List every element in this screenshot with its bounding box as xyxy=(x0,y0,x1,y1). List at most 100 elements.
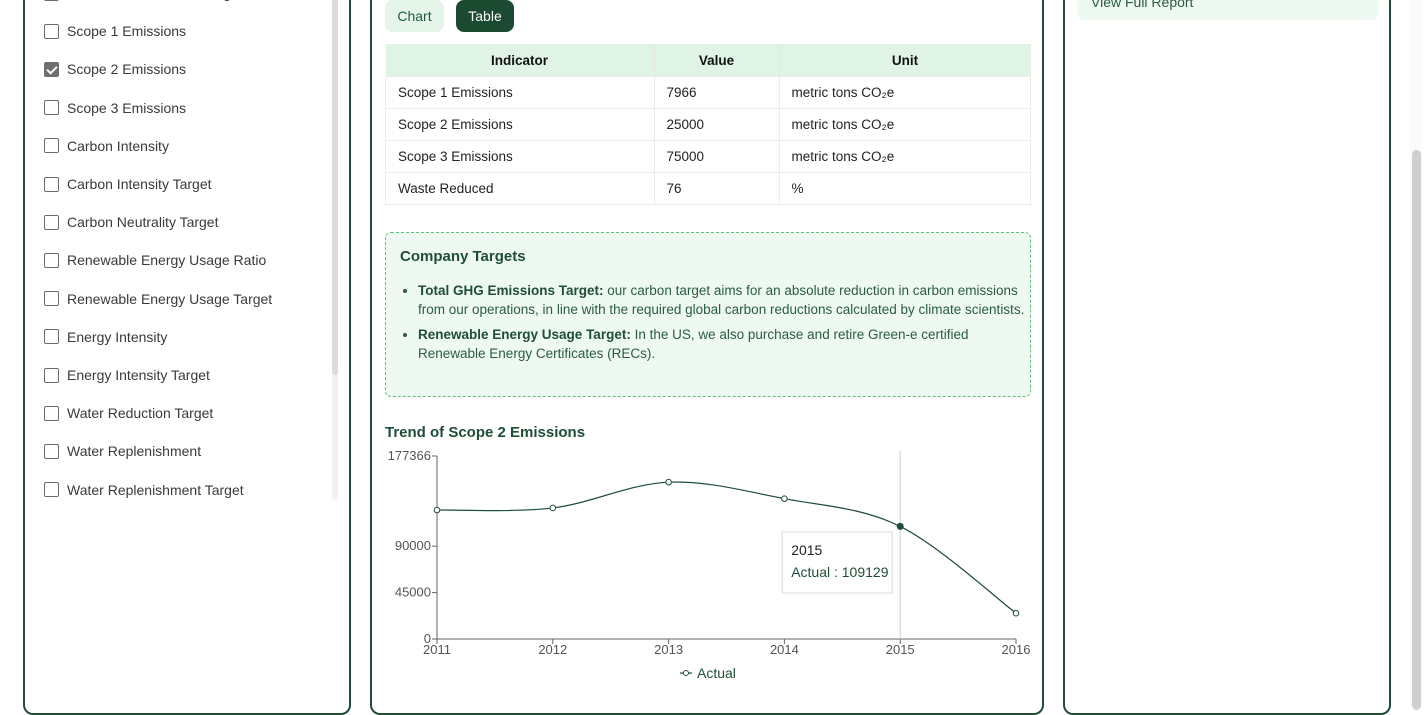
company-targets-list: Total GHG Emissions Target: our carbon t… xyxy=(400,281,1030,369)
indicator-checkbox-item[interactable]: Carbon Neutrality Target xyxy=(44,212,218,232)
series-line-actual xyxy=(436,481,1017,614)
checkbox-label: Scope 1 Emissions xyxy=(67,23,187,40)
table-cell: 25000 xyxy=(653,108,780,141)
checkbox[interactable] xyxy=(44,214,59,230)
table-cell: 76 xyxy=(653,172,780,205)
x-tick-label: 2016 xyxy=(1002,642,1031,657)
table-row: Scope 1 Emissions 7966 metric tons CO₂e xyxy=(385,76,1031,109)
checkbox-label: Scope 2 Emissions xyxy=(67,61,187,78)
tooltip-title: 2015 xyxy=(791,542,822,558)
column-header-unit: Unit xyxy=(779,44,1031,77)
data-point[interactable] xyxy=(781,495,788,502)
x-tick-label: 2012 xyxy=(538,642,567,657)
checkbox-label: Carbon Neutrality Target xyxy=(67,214,219,231)
indicator-checkbox-item[interactable]: Carbon Intensity Target xyxy=(44,174,212,194)
checkbox-label: Scope 3 Emissions xyxy=(67,99,187,116)
checkbox[interactable] xyxy=(44,23,59,39)
tooltip-value: Actual : 109129 xyxy=(791,564,889,580)
trend-line-chart[interactable]: 0 45000 90000 177366 2011 2012 2013 2014 2015 201… xyxy=(372,440,1044,690)
indicator-filter-panel: Total GHG Emissions Target Scope 1 Emissi… xyxy=(23,0,351,715)
indicator-checkbox-item[interactable]: Energy Intensity xyxy=(44,327,167,347)
checkbox-label: Water Replenishment xyxy=(67,443,202,460)
table-cell: % xyxy=(778,172,1031,205)
checkbox-label: Water Replenishment Target xyxy=(67,481,244,498)
indicator-checkbox-item[interactable]: Scope 3 Emissions xyxy=(44,98,186,118)
x-tick-label: 2013 xyxy=(654,642,683,657)
table-row: Scope 3 Emissions 75000 metric tons CO₂e xyxy=(385,140,1031,173)
indicator-checkbox-item[interactable]: Scope 2 Emissions xyxy=(44,59,186,79)
data-point[interactable] xyxy=(665,478,672,486)
table-row: Waste Reduced 76% xyxy=(385,172,1031,205)
indicator-checkbox-item[interactable]: Total GHG Emissions Target xyxy=(44,0,243,3)
checkbox[interactable] xyxy=(44,61,59,77)
report-panel: View Full Report xyxy=(1063,0,1391,715)
checkbox-label: Carbon Intensity xyxy=(67,137,169,154)
indicator-checkbox-item[interactable]: Scope 1 Emissions xyxy=(44,21,186,41)
view-full-report-link[interactable]: View Full Report xyxy=(1091,0,1194,10)
table-header-row: Indicator Value Unit xyxy=(385,44,1031,77)
table-cell: Scope 2 Emissions xyxy=(385,108,655,141)
indicator-checkbox-item[interactable]: Carbon Intensity xyxy=(44,136,169,156)
checkbox-label: Total GHG Emissions Target xyxy=(67,0,243,1)
y-tick-label: 45000 xyxy=(395,585,431,600)
chart-tooltip xyxy=(781,531,893,594)
checkbox[interactable] xyxy=(44,0,59,1)
target-description: our carbon target aims for an absolute r… xyxy=(418,283,1025,317)
data-point[interactable] xyxy=(549,504,557,512)
indicator-checkbox-item[interactable]: Water Replenishment Target xyxy=(44,480,244,500)
table-cell: Scope 1 Emissions xyxy=(385,76,655,109)
x-tick-label: 2014 xyxy=(770,642,799,657)
table-row: Scope 2 Emissions 25000 metric tons CO₂e xyxy=(385,108,1031,141)
target-description: In the US, we also purchase and retire G… xyxy=(418,327,969,361)
indicator-checkbox-item[interactable]: Water Reduction Target xyxy=(44,403,213,423)
checkbox[interactable] xyxy=(44,329,59,345)
trend-chart-title: Trend of Scope 2 Emissions xyxy=(385,424,586,441)
checkbox-label: Renewable Energy Usage Ratio xyxy=(67,252,267,269)
checkbox[interactable] xyxy=(44,405,59,421)
data-point[interactable] xyxy=(896,522,904,530)
target-name: Renewable Energy Usage Target: xyxy=(418,327,631,342)
table-cell: metric tons CO₂e xyxy=(778,76,1031,109)
chart-view-button[interactable]: Chart xyxy=(385,0,444,32)
indicator-checkbox-item[interactable]: Water Replenishment xyxy=(44,441,201,461)
x-tick-label: 2015 xyxy=(886,642,915,657)
page-scrollbar-thumb[interactable] xyxy=(1412,150,1421,710)
target-name: Total GHG Emissions Target: xyxy=(418,283,604,298)
checkbox[interactable] xyxy=(44,291,59,307)
checkbox-label: Water Reduction Target xyxy=(67,405,214,422)
table-cell: 75000 xyxy=(653,140,780,173)
indicator-detail-panel: Chart Table Indicator Value Unit Scope 1… xyxy=(370,0,1044,715)
checkbox-label: Carbon Intensity Target xyxy=(67,176,212,192)
indicator-checkbox-item[interactable]: Energy Intensity Target xyxy=(44,365,210,385)
checkbox[interactable] xyxy=(44,176,59,192)
company-targets-title: Company Targets xyxy=(400,248,526,265)
table-cell: metric tons CO₂e xyxy=(778,108,1031,141)
checkbox[interactable] xyxy=(44,367,59,383)
target-item: Total GHG Emissions Target: our carbon t… xyxy=(418,281,1030,319)
indicator-table: Indicator Value Unit Scope 1 Emissions 79… xyxy=(385,44,1031,205)
y-tick-label: 177366 xyxy=(388,448,431,463)
checkbox[interactable] xyxy=(44,443,59,459)
legend-marker-icon xyxy=(683,670,689,676)
table-cell: metric tons CO₂e xyxy=(778,140,1031,173)
x-tick-label: 2011 xyxy=(423,642,451,657)
table-cell: Scope 3 Emissions xyxy=(385,140,655,173)
checkbox-label: Renewable Energy Usage Target xyxy=(67,290,273,307)
target-item: Renewable Energy Usage Target: In the US… xyxy=(418,325,1030,363)
checkbox-label: Energy Intensity Target xyxy=(67,367,210,383)
left-scrollbar-thumb[interactable] xyxy=(332,0,338,375)
indicator-checkbox-item[interactable]: Renewable Energy Usage Ratio xyxy=(44,250,266,270)
table-cell: Waste Reduced xyxy=(385,172,655,205)
table-view-button[interactable]: Table xyxy=(456,0,514,32)
y-tick-label: 90000 xyxy=(395,538,431,553)
checkbox[interactable] xyxy=(44,252,59,268)
indicator-checkbox-item[interactable]: Renewable Energy Usage Target xyxy=(44,289,272,309)
checkbox[interactable] xyxy=(44,138,59,154)
legend-label-actual[interactable]: Actual xyxy=(697,665,736,681)
checkbox[interactable] xyxy=(44,100,59,116)
report-link-box: View Full Report xyxy=(1077,0,1379,20)
checkbox[interactable] xyxy=(44,482,59,498)
column-header-indicator: Indicator xyxy=(385,44,655,77)
data-point[interactable] xyxy=(433,506,441,514)
data-point[interactable] xyxy=(1012,609,1020,617)
